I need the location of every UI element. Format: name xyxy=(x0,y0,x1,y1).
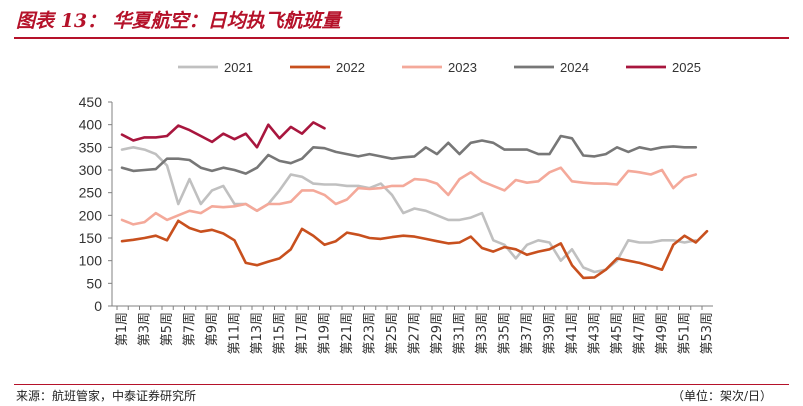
y-tick-label: 250 xyxy=(79,185,103,201)
x-tick-label: 第9周 xyxy=(205,312,220,346)
x-tick-label: 第51周 xyxy=(678,312,693,355)
legend-label-2021: 2021 xyxy=(224,60,253,75)
legend-label-2025: 2025 xyxy=(672,60,701,75)
x-tick-label: 第43周 xyxy=(588,312,603,355)
x-tick-label: 第23周 xyxy=(363,312,378,355)
chart-legend: 2021 2022 2023 2024 2025 xyxy=(178,60,701,75)
x-tick-label: 第49周 xyxy=(655,312,670,355)
x-tick-label: 第25周 xyxy=(385,312,400,355)
x-tick-label: 第1周 xyxy=(115,312,130,346)
series-line-2024 xyxy=(120,134,698,175)
x-tick-label: 第35周 xyxy=(498,312,513,355)
x-tick-label: 第27周 xyxy=(408,312,423,355)
x-tick-label: 第33周 xyxy=(475,312,490,355)
y-tick-label: 300 xyxy=(79,162,103,178)
y-tick-label: 150 xyxy=(79,230,103,246)
series-line-2021 xyxy=(120,146,698,274)
series-layer xyxy=(120,121,709,280)
x-tick-label: 第39周 xyxy=(543,312,558,355)
legend-label-2024: 2024 xyxy=(560,60,589,75)
x-tick-label: 第47周 xyxy=(633,312,648,355)
x-tick-label: 第13周 xyxy=(250,312,265,355)
source-note: 来源：航班管家，中泰证券研究所 xyxy=(16,389,197,403)
x-tick-label: 第19周 xyxy=(318,312,333,355)
x-tick-label: 第41周 xyxy=(565,312,580,355)
legend-label-2022: 2022 xyxy=(336,60,365,75)
x-tick-label: 第21周 xyxy=(340,312,355,355)
title-rule xyxy=(14,37,789,39)
x-tick-label: 第53周 xyxy=(700,312,715,355)
series-line-2025 xyxy=(120,121,326,149)
x-tick-label: 第7周 xyxy=(183,312,198,346)
x-tick-label: 第11周 xyxy=(228,312,243,355)
series-line-2022 xyxy=(120,219,709,280)
footer-rule xyxy=(14,384,789,385)
y-tick-label: 100 xyxy=(79,253,103,269)
x-tick-label: 第15周 xyxy=(273,312,288,355)
x-tick-label: 第29周 xyxy=(430,312,445,355)
y-axis: 0 50 100 150 200 250 300 350 400 450 xyxy=(79,94,113,314)
legend-label-2023: 2023 xyxy=(448,60,477,75)
figure-title: 图表 13： 华夏航空：日均执飞航班量 xyxy=(16,10,341,32)
y-tick-label: 400 xyxy=(79,117,103,133)
y-tick-label: 350 xyxy=(79,139,103,155)
x-tick-label: 第37周 xyxy=(520,312,535,355)
y-tick-label: 0 xyxy=(94,298,102,314)
unit-note: （单位：架次/日） xyxy=(672,389,773,403)
x-tick-label: 第3周 xyxy=(138,312,153,346)
x-tick-label: 第17周 xyxy=(295,312,310,355)
x-axis: 第1周 第3周 第5周 第7周 第9周 第11周 第13周 第15周 第17周 第19周 第21周第… xyxy=(112,305,715,355)
x-tick-label: 第45周 xyxy=(610,312,625,355)
series-line-2023 xyxy=(120,166,698,226)
line-chart: 2021 2022 2023 2024 2025 0 50 100 150 200 250 300 3… xyxy=(79,60,715,355)
x-tick-label: 第31周 xyxy=(453,312,468,355)
title-bar: 图表 13： 华夏航空：日均执飞航班量 xyxy=(0,0,803,40)
y-tick-label: 450 xyxy=(79,94,103,110)
y-tick-label: 50 xyxy=(86,275,102,291)
y-tick-label: 200 xyxy=(79,207,103,223)
x-tick-label: 第5周 xyxy=(160,312,175,346)
